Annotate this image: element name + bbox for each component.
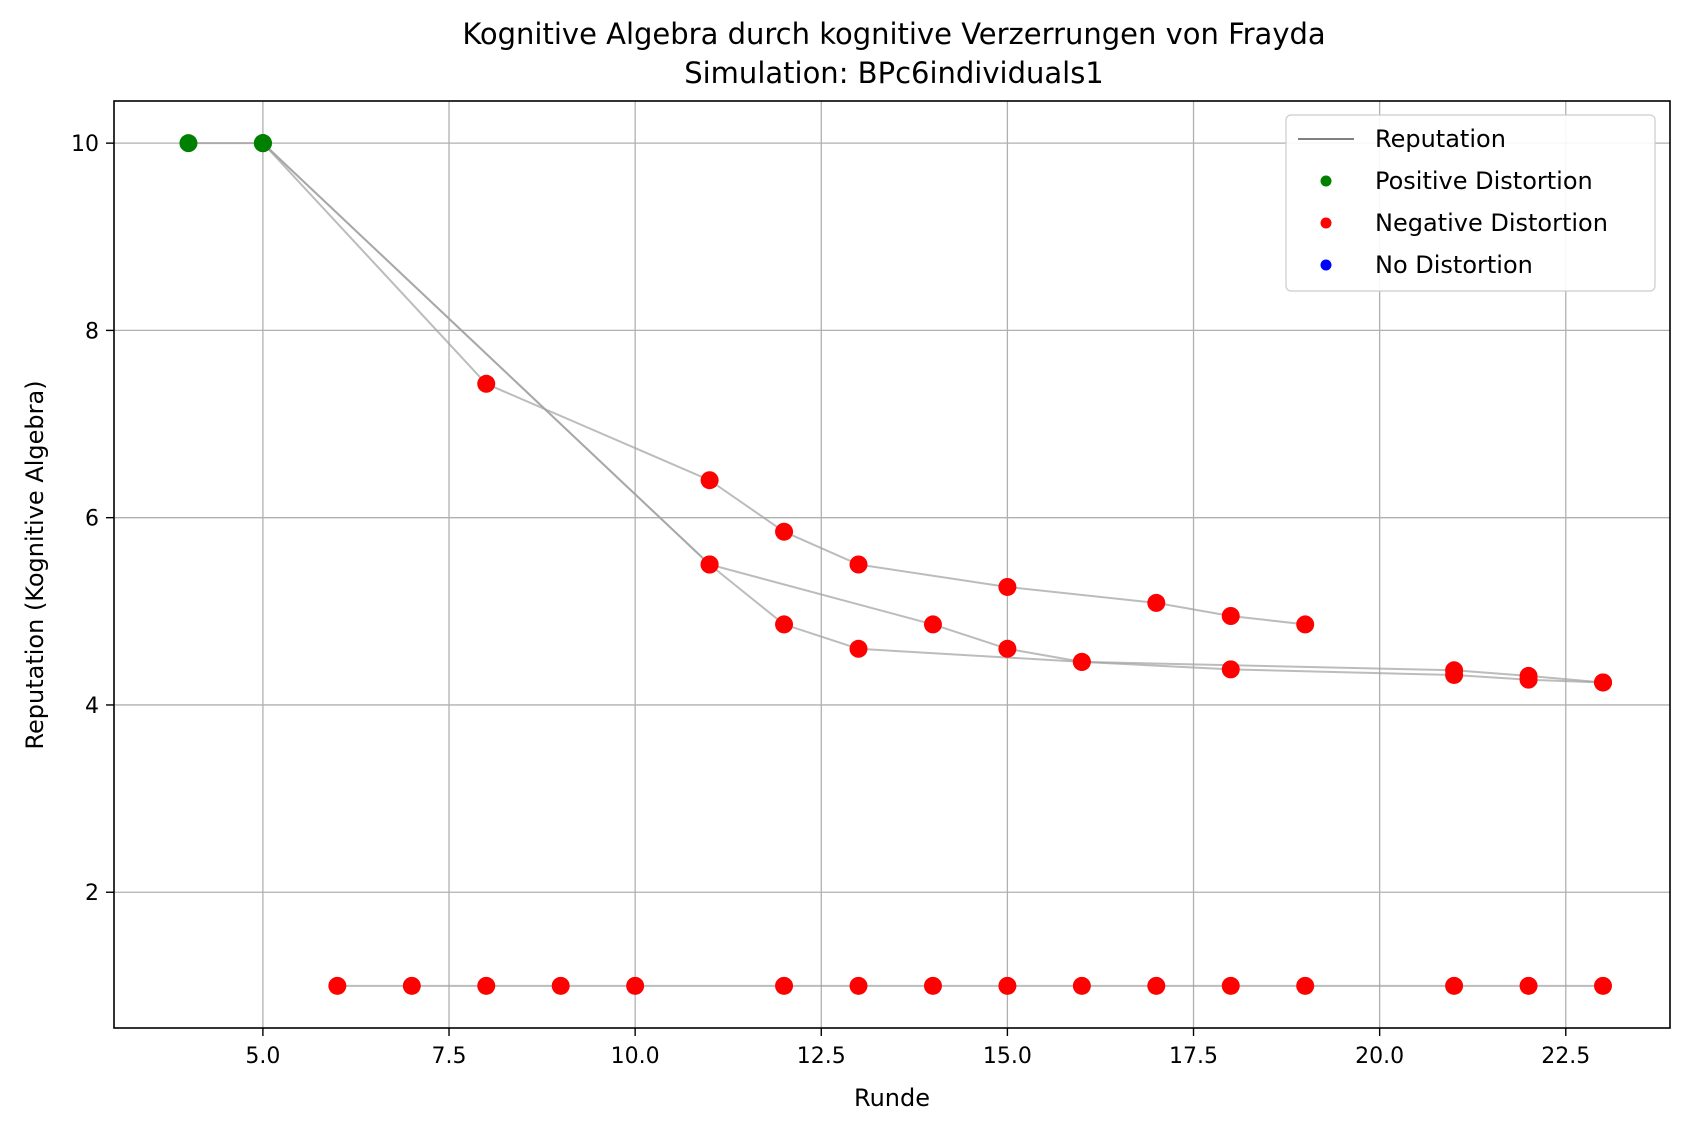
negative-distortion-point	[1147, 593, 1166, 612]
legend-entry-label: Reputation	[1375, 125, 1506, 153]
legend-box	[1285, 114, 1656, 292]
negative-distortion-point	[775, 976, 794, 995]
x-axis-label: Runde	[854, 1084, 930, 1112]
negative-distortion-point	[1072, 976, 1091, 995]
negative-distortion-point	[923, 976, 942, 995]
legend-entry-label: No Distortion	[1375, 251, 1533, 279]
x-tick-label: 22.5	[1541, 1044, 1590, 1069]
chart-subtitle: Simulation: BPc6individuals1	[684, 56, 1104, 90]
negative-distortion-point	[328, 976, 347, 995]
negative-distortion-point	[1593, 976, 1612, 995]
data-markers	[179, 134, 1612, 995]
legend-marker-swatch	[1320, 175, 1332, 187]
reputation-series-line	[188, 142, 1306, 626]
y-tick-label: 8	[85, 319, 99, 344]
negative-distortion-point	[700, 471, 719, 490]
plot-frame	[113, 100, 1671, 1029]
negative-distortion-point	[1221, 660, 1240, 679]
negative-distortion-point	[626, 976, 645, 995]
x-axis-ticks: 5.0 7.5 10.0 12.5 15.0 17.5 20.0 22.5	[245, 1028, 1590, 1069]
y-tick-label: 10	[71, 132, 99, 157]
x-tick-label: 7.5	[432, 1044, 467, 1069]
negative-distortion-point	[1147, 976, 1166, 995]
x-tick-label: 15.0	[983, 1044, 1032, 1069]
y-tick-label: 2	[85, 881, 99, 906]
negative-distortion-point	[477, 976, 496, 995]
negative-distortion-point	[1519, 670, 1538, 689]
negative-distortion-point	[1593, 673, 1612, 692]
negative-distortion-point	[1296, 615, 1315, 634]
negative-distortion-point	[849, 639, 868, 658]
x-tick-label: 10.0	[611, 1044, 660, 1069]
x-tick-label: 5.0	[245, 1044, 280, 1069]
negative-distortion-point	[775, 615, 794, 634]
y-tick-label: 4	[85, 694, 99, 719]
y-tick-label: 6	[85, 507, 99, 532]
positive-distortion-point	[253, 134, 272, 153]
negative-distortion-point	[477, 374, 496, 393]
negative-distortion-point	[1072, 652, 1091, 671]
y-axis-label: Reputation (Kognitive Algebra)	[21, 380, 49, 749]
negative-distortion-point	[923, 615, 942, 634]
negative-distortion-point	[1445, 665, 1464, 684]
negative-distortion-point	[998, 639, 1017, 658]
negative-distortion-point	[402, 976, 421, 995]
positive-distortion-point	[179, 134, 198, 153]
negative-distortion-point	[551, 976, 570, 995]
negative-distortion-point	[1221, 976, 1240, 995]
negative-distortion-point	[700, 555, 719, 574]
legend-entry-label: Positive Distortion	[1375, 167, 1593, 195]
negative-distortion-point	[1221, 607, 1240, 625]
negative-distortion-point	[1445, 976, 1464, 995]
legend-entry-label: Negative Distortion	[1375, 209, 1608, 237]
negative-distortion-point	[775, 522, 794, 541]
reputation-lines	[188, 142, 1604, 987]
legend: Reputation Positive Distortion Negative Di…	[1285, 114, 1656, 292]
legend-marker-swatch	[1320, 217, 1332, 229]
chart-title: Kognitive Algebra durch kognitive Verzer…	[462, 17, 1325, 51]
reputation-series-line	[262, 142, 1604, 684]
negative-distortion-point	[849, 555, 868, 574]
legend-marker-swatch	[1320, 259, 1332, 271]
negative-distortion-point	[998, 577, 1017, 596]
negative-distortion-point	[998, 976, 1017, 995]
y-axis-ticks: 2 4 6 8 10	[71, 132, 114, 906]
x-tick-label: 12.5	[797, 1044, 846, 1069]
x-tick-label: 17.5	[1169, 1044, 1218, 1069]
negative-distortion-point	[849, 976, 868, 995]
negative-distortion-point	[1519, 976, 1538, 995]
x-tick-label: 20.0	[1355, 1044, 1404, 1069]
negative-distortion-point	[1296, 976, 1315, 995]
